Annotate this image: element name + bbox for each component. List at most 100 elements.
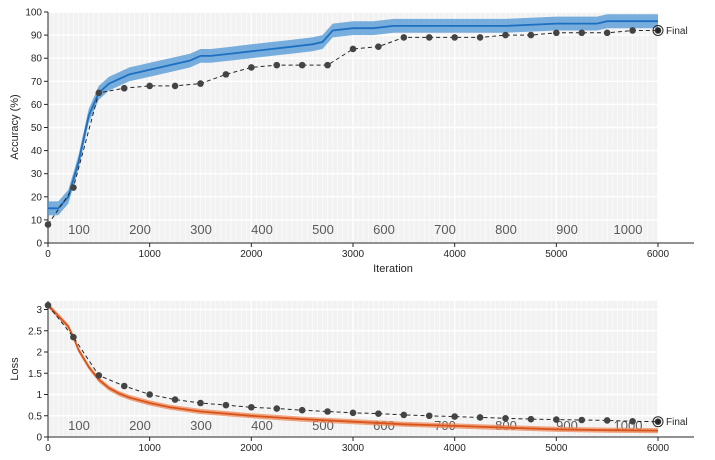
x-tick-label: 4000 [444, 249, 467, 260]
validation-point [476, 414, 484, 421]
validation-point [273, 61, 281, 69]
epoch-label: 900 [556, 222, 578, 237]
validation-point [553, 416, 560, 423]
x-tick-label: 6000 [647, 249, 670, 260]
validation-point [451, 34, 458, 41]
validation-point [502, 415, 509, 422]
y-tick-label: 70 [31, 77, 43, 88]
y-tick-label: 60 [31, 100, 43, 111]
epoch-label: 200 [129, 222, 151, 237]
validation-point [578, 29, 586, 37]
y-tick-label: 1.5 [28, 369, 42, 380]
y-tick-label: 90 [31, 31, 43, 42]
x-tick-label: 0 [45, 249, 51, 260]
chart-panel-accuracy: 0 1000 2000 3000 4000 5000 6000 0 10 20 30 40 50 60 70… [9, 8, 694, 275]
validation-point [171, 82, 179, 90]
epoch-label: 400 [251, 418, 273, 433]
validation-point [349, 45, 357, 53]
y-axis-label: Accuracy (%) [9, 94, 21, 159]
y-tick-label: 50 [31, 123, 43, 134]
epoch-label: 1000 [614, 222, 643, 237]
validation-point [120, 84, 128, 92]
y-tick-label: 20 [31, 192, 43, 203]
training-line [48, 20, 658, 210]
validation-point [451, 413, 458, 420]
epoch-label: 300 [190, 222, 212, 237]
validation-point [95, 89, 103, 97]
epoch-label: 100 [68, 418, 90, 433]
x-tick-label: 2000 [240, 443, 263, 454]
validation-point [95, 372, 103, 379]
validation-point [70, 333, 77, 341]
final-label: Final [666, 417, 688, 428]
validation-point [502, 31, 509, 39]
epoch-label: 500 [312, 222, 334, 237]
plot-area-extension [658, 301, 694, 437]
validation-point [222, 401, 230, 409]
validation-point [298, 61, 306, 69]
y-tick-label: 40 [31, 146, 43, 157]
y-tick-label: 100 [25, 8, 42, 19]
epoch-label: 800 [495, 222, 517, 237]
x-tick-label: 3000 [342, 443, 365, 454]
validation-point [375, 410, 382, 417]
validation-point [400, 34, 408, 41]
y-tick-label: 0 [36, 433, 42, 444]
validation-point [603, 417, 611, 424]
chart-panel-loss: 0 1000 2000 3000 4000 5000 6000 0 0.5 1 1.5 2 2.5 3 Lo… [9, 301, 694, 454]
validation-point [44, 301, 52, 309]
y-tick-label: 10 [31, 215, 43, 226]
validation-point [171, 396, 179, 403]
validation-point [324, 408, 331, 415]
x-tick-label: 4000 [444, 443, 467, 454]
validation-point [425, 412, 433, 420]
validation-point [375, 43, 382, 50]
final-marker [652, 24, 664, 36]
y-tick-label: 2 [36, 348, 42, 359]
x-tick-label: 1000 [139, 443, 162, 454]
epoch-label: 600 [373, 222, 395, 237]
x-tick-label: 5000 [545, 249, 568, 260]
minor-grid [47, 301, 659, 437]
x-tick-label: 2000 [240, 249, 263, 260]
y-tick-label: 0 [36, 239, 42, 250]
x-tick-label: 3000 [342, 249, 365, 260]
validation-point [70, 184, 77, 191]
final-marker-dot [655, 419, 661, 425]
validation-point [146, 391, 153, 398]
y-axis-label: Loss [9, 357, 21, 381]
validation-point [146, 82, 153, 90]
validation-point [527, 415, 535, 423]
validation-point [298, 406, 306, 414]
x-tick-label: 0 [45, 443, 51, 454]
y-tick-label: 1 [36, 390, 42, 401]
x-tick-label: 5000 [545, 443, 568, 454]
epoch-label: 300 [190, 418, 212, 433]
epoch-label: 100 [68, 222, 90, 237]
x-tick-label: 6000 [647, 443, 670, 454]
validation-point [578, 416, 586, 424]
final-marker [652, 416, 664, 428]
validation-point [629, 417, 636, 425]
validation-point [44, 221, 52, 228]
y-tick-label: 80 [31, 54, 43, 65]
x-tick-label: 1000 [139, 249, 162, 260]
validation-point [629, 27, 636, 34]
y-tick-label: 0.5 [28, 411, 42, 422]
validation-point [425, 34, 433, 41]
training-line [47, 304, 659, 432]
validation-point [248, 64, 255, 71]
validation-point [476, 34, 484, 41]
validation-point [197, 80, 204, 87]
validation-point [248, 403, 255, 411]
x-axis-label: Iteration [373, 263, 413, 275]
validation-point [349, 409, 357, 417]
validation-point [273, 405, 281, 412]
validation-point [400, 411, 408, 419]
validation-point [527, 31, 535, 39]
final-label: Final [666, 26, 688, 37]
epoch-label: 700 [434, 222, 456, 237]
validation-point [120, 382, 128, 390]
